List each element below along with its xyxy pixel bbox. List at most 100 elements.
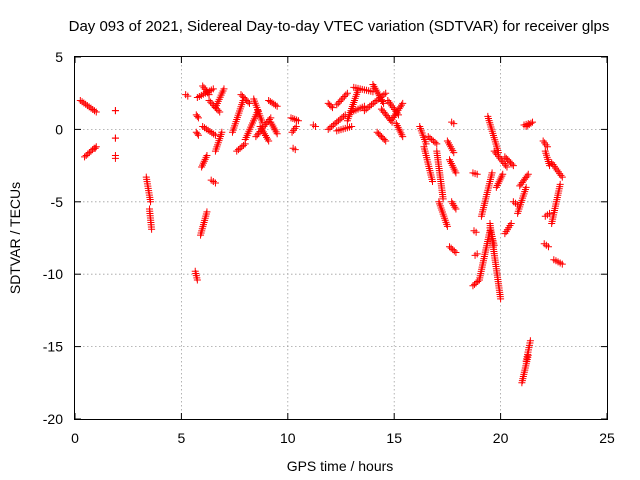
data-point xyxy=(273,130,281,138)
data-point xyxy=(507,220,515,228)
data-point xyxy=(439,195,447,203)
data-point xyxy=(379,134,387,142)
data-point xyxy=(364,104,372,112)
data-point xyxy=(558,260,566,268)
data-point xyxy=(527,119,535,127)
x-tick-label: 10 xyxy=(280,430,296,446)
data-point xyxy=(558,173,566,181)
data-point xyxy=(203,151,211,159)
data-point xyxy=(111,107,119,115)
data-point xyxy=(334,99,342,107)
data-point xyxy=(258,126,266,134)
data-point xyxy=(497,295,505,303)
data-point xyxy=(373,128,381,136)
data-point xyxy=(329,121,337,129)
data-point xyxy=(524,170,532,178)
data-point xyxy=(471,280,479,288)
data-point xyxy=(291,115,299,123)
data-point xyxy=(399,99,407,107)
data-point xyxy=(386,100,394,108)
data-point xyxy=(382,89,390,97)
data-point xyxy=(311,123,319,131)
data-point xyxy=(493,151,501,159)
data-point xyxy=(554,168,562,176)
plot-frame xyxy=(74,56,608,420)
data-point xyxy=(84,150,92,158)
y-tick-label: 5 xyxy=(55,49,63,65)
data-point xyxy=(368,101,376,109)
data-point xyxy=(240,94,248,102)
data-point xyxy=(291,146,299,154)
data-point xyxy=(233,147,241,155)
data-point xyxy=(257,124,265,132)
data-point xyxy=(384,96,392,104)
data-point xyxy=(452,169,460,177)
data-point xyxy=(240,141,248,149)
data-point xyxy=(203,208,211,216)
data-point xyxy=(199,123,207,131)
data-point xyxy=(331,120,339,128)
data-point xyxy=(220,85,228,93)
data-point xyxy=(450,247,458,255)
data-point xyxy=(376,131,384,139)
y-tick-label: -10 xyxy=(43,266,63,282)
x-tick-label: 15 xyxy=(386,430,402,446)
data-point xyxy=(552,164,560,172)
data-point xyxy=(553,166,561,174)
data-point xyxy=(469,282,477,290)
data-point xyxy=(271,101,279,109)
data-point xyxy=(509,162,517,170)
data-point xyxy=(490,241,498,249)
data-point xyxy=(429,178,437,186)
data-point xyxy=(194,114,202,122)
data-point xyxy=(237,91,245,99)
data-point xyxy=(111,154,119,162)
data-point xyxy=(388,102,396,110)
x-tick-label: 20 xyxy=(493,430,509,446)
data-point xyxy=(452,248,460,256)
data-point xyxy=(326,124,334,132)
data-point xyxy=(328,104,336,112)
y-tick-label: -20 xyxy=(43,411,63,427)
data-point xyxy=(433,140,441,148)
data-point xyxy=(76,96,84,104)
data-point xyxy=(91,144,99,152)
data-point xyxy=(241,95,249,103)
data-point xyxy=(85,149,93,157)
data-point xyxy=(238,92,246,100)
data-point xyxy=(556,180,564,188)
data-point xyxy=(333,101,341,109)
data-point xyxy=(503,163,511,171)
data-point xyxy=(194,131,202,139)
data-point xyxy=(492,149,500,157)
data-point xyxy=(193,112,201,120)
data-point xyxy=(398,101,406,109)
data-point xyxy=(504,156,512,164)
data-point xyxy=(327,102,335,110)
data-point xyxy=(218,128,226,136)
data-point xyxy=(505,157,513,165)
data-point xyxy=(473,170,481,178)
data-point xyxy=(238,143,246,151)
data-point xyxy=(394,106,402,114)
data-point xyxy=(80,99,88,107)
data-point xyxy=(389,104,397,112)
data-point xyxy=(89,105,97,113)
data-point xyxy=(256,123,264,131)
data-point xyxy=(443,222,451,230)
data-point xyxy=(338,114,346,122)
data-point xyxy=(544,243,552,251)
data-point xyxy=(502,161,510,169)
data-point xyxy=(393,108,401,116)
data-point xyxy=(557,171,565,179)
data-point xyxy=(340,93,348,101)
data-point xyxy=(451,203,459,211)
data-point xyxy=(396,103,404,111)
data-point xyxy=(424,133,432,141)
data-point xyxy=(87,104,95,112)
y-tick-label: -15 xyxy=(43,339,63,355)
y-tick-label: -5 xyxy=(51,194,64,210)
data-point xyxy=(452,205,460,213)
data-point xyxy=(522,183,530,191)
data-point xyxy=(501,153,509,161)
